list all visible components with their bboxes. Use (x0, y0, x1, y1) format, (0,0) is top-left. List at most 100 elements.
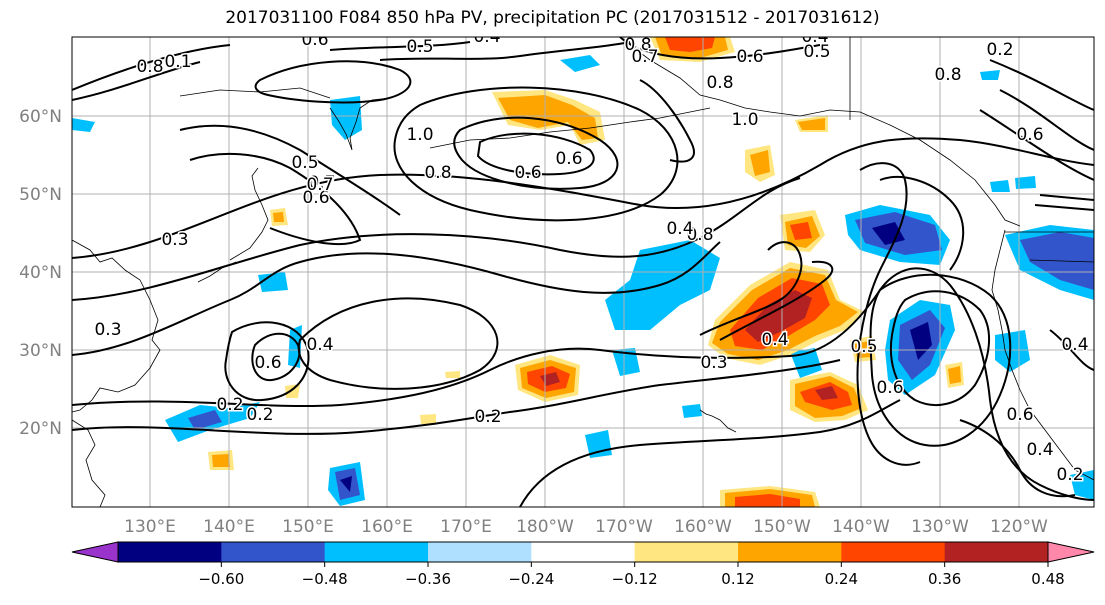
contour-label: 0.6 (254, 353, 281, 373)
colorbar-tick-label: 0.24 (825, 570, 858, 588)
pv-contour (869, 273, 1012, 447)
contour-labels: 0.40.6 0.5 0.40.80.70.8 0.6 0.50.80.10.20.80… (93, 27, 1090, 487)
colorbar-segment (118, 542, 222, 562)
neg-precip-area (1070, 470, 1094, 500)
neg-precip-area (990, 180, 1010, 192)
contour-label: 0.1 (164, 52, 191, 72)
pv-contour (719, 260, 834, 341)
neg-precip-area (72, 118, 95, 132)
longitude-labels: 130°E 140°E 150°E 160°E 170°E 180°W 170°W 160°W… (124, 517, 1048, 537)
neg-precip-area (560, 55, 600, 72)
contour-label: 0.6 (1006, 405, 1033, 425)
contour-label: 0.3 (94, 320, 121, 340)
hawaii-coastline (699, 409, 737, 433)
pv-contour (1049, 329, 1094, 371)
contour-label: 0.4 (473, 27, 500, 47)
contour-label: 0.7 (308, 173, 335, 193)
contour-label: 0.6 (736, 47, 763, 67)
pos-precip-area (212, 454, 230, 467)
contour-label: 0.8 (624, 35, 651, 55)
lon-tick-label: 170°W (595, 517, 653, 537)
aleutian-coastline (429, 107, 711, 149)
pv-contour (989, 59, 1094, 111)
contour-label: 0.2 (474, 407, 501, 427)
contour-label: 0.6 (555, 149, 582, 169)
pv-contour (889, 290, 991, 406)
lon-tick-label: 180°W (516, 517, 574, 537)
pv-contour (856, 162, 921, 466)
lon-tick-label: 140°W (832, 517, 890, 537)
coastlines (72, 37, 1094, 507)
colorbar-tick-label: −0.12 (612, 570, 658, 588)
pv-contour (72, 177, 801, 301)
contour-label: 0.4 (801, 27, 828, 47)
pv-contour (254, 60, 412, 104)
neg-precip-area (1015, 176, 1036, 189)
lon-tick-label: 150°E (282, 517, 334, 537)
pos-precip-area (815, 386, 838, 400)
north-america-coastline (991, 229, 1094, 481)
pv-contour (453, 116, 619, 190)
lon-tick-label: 150°W (753, 517, 811, 537)
colorbar: −0.60 −0.48 −0.36 −0.24 −0.12 0.12 0.24 0.36 0.4… (71, 541, 1095, 588)
lon-tick-label: 160°W (674, 517, 732, 537)
pv-contour (179, 124, 401, 216)
pos-precip-area (798, 118, 825, 130)
pv-contour (999, 89, 1094, 151)
lon-tick-label: 120°W (990, 517, 1048, 537)
contour-label: 0.5 (850, 337, 877, 357)
asia-coastline (72, 419, 106, 507)
lat-tick-label: 30°N (19, 341, 62, 361)
pv-contour (224, 321, 310, 402)
pv-contour (699, 241, 803, 336)
colorbar-segment (324, 542, 429, 562)
pv-contour (879, 175, 965, 271)
pv-contour (72, 359, 841, 435)
pv-contour (619, 37, 821, 60)
contour-label: 0.4 (761, 330, 788, 350)
colorbar-tick-label: −0.36 (405, 570, 451, 588)
contour-label: 0.4 (1026, 440, 1053, 460)
contour-label: 0.2 (246, 405, 273, 425)
contour-label: 0.8 (136, 57, 163, 77)
pos-precip-area (498, 95, 598, 140)
colorbar-segment (428, 542, 532, 562)
chart-title: 2017031100 F084 850 hPa PV, precipitatio… (225, 8, 880, 28)
pos-precip-area (948, 366, 961, 384)
contour-label: 0.7 (631, 47, 658, 67)
contour-label: 1.0 (731, 110, 758, 130)
contour-label: 0.5 (803, 42, 830, 62)
colorbar-extend-high (1047, 541, 1095, 563)
pos-precip-area (420, 414, 436, 424)
pv-contour (72, 44, 231, 91)
pv-contour (393, 86, 679, 222)
colorbar-segment (841, 542, 946, 562)
pv-contour (979, 109, 1094, 181)
contour-label: 0.6 (1016, 125, 1043, 145)
pos-precip-area (445, 371, 460, 378)
colorbar-segment (221, 542, 326, 562)
neg-precip-area (980, 70, 1000, 80)
neg-precip-area (340, 476, 352, 492)
pos-precip-area (750, 150, 770, 176)
contour-label: 0.6 (302, 188, 329, 208)
colorbar-tick-label: −0.60 (198, 570, 244, 588)
colorbar-outline (117, 541, 1049, 563)
pv-contour (1034, 194, 1094, 211)
contour-label: 0.5 (406, 37, 433, 57)
pv-contour (959, 419, 1076, 498)
pv-contour (189, 152, 362, 246)
neg-precip-area (330, 96, 362, 140)
pv-contour (639, 79, 695, 163)
pv-contour (379, 41, 631, 61)
colorbar-segment (738, 542, 842, 562)
neg-precip-area (612, 348, 640, 376)
neg-precip-area (258, 272, 288, 292)
colorbar-tick-label: −0.48 (302, 570, 348, 588)
colorbar-segment (944, 542, 1049, 562)
pos-precip-area (745, 290, 812, 342)
colorbar-tick-label: 0.36 (928, 570, 961, 588)
contour-label: 0.8 (706, 73, 733, 93)
lon-tick-label: 160°E (361, 517, 413, 537)
